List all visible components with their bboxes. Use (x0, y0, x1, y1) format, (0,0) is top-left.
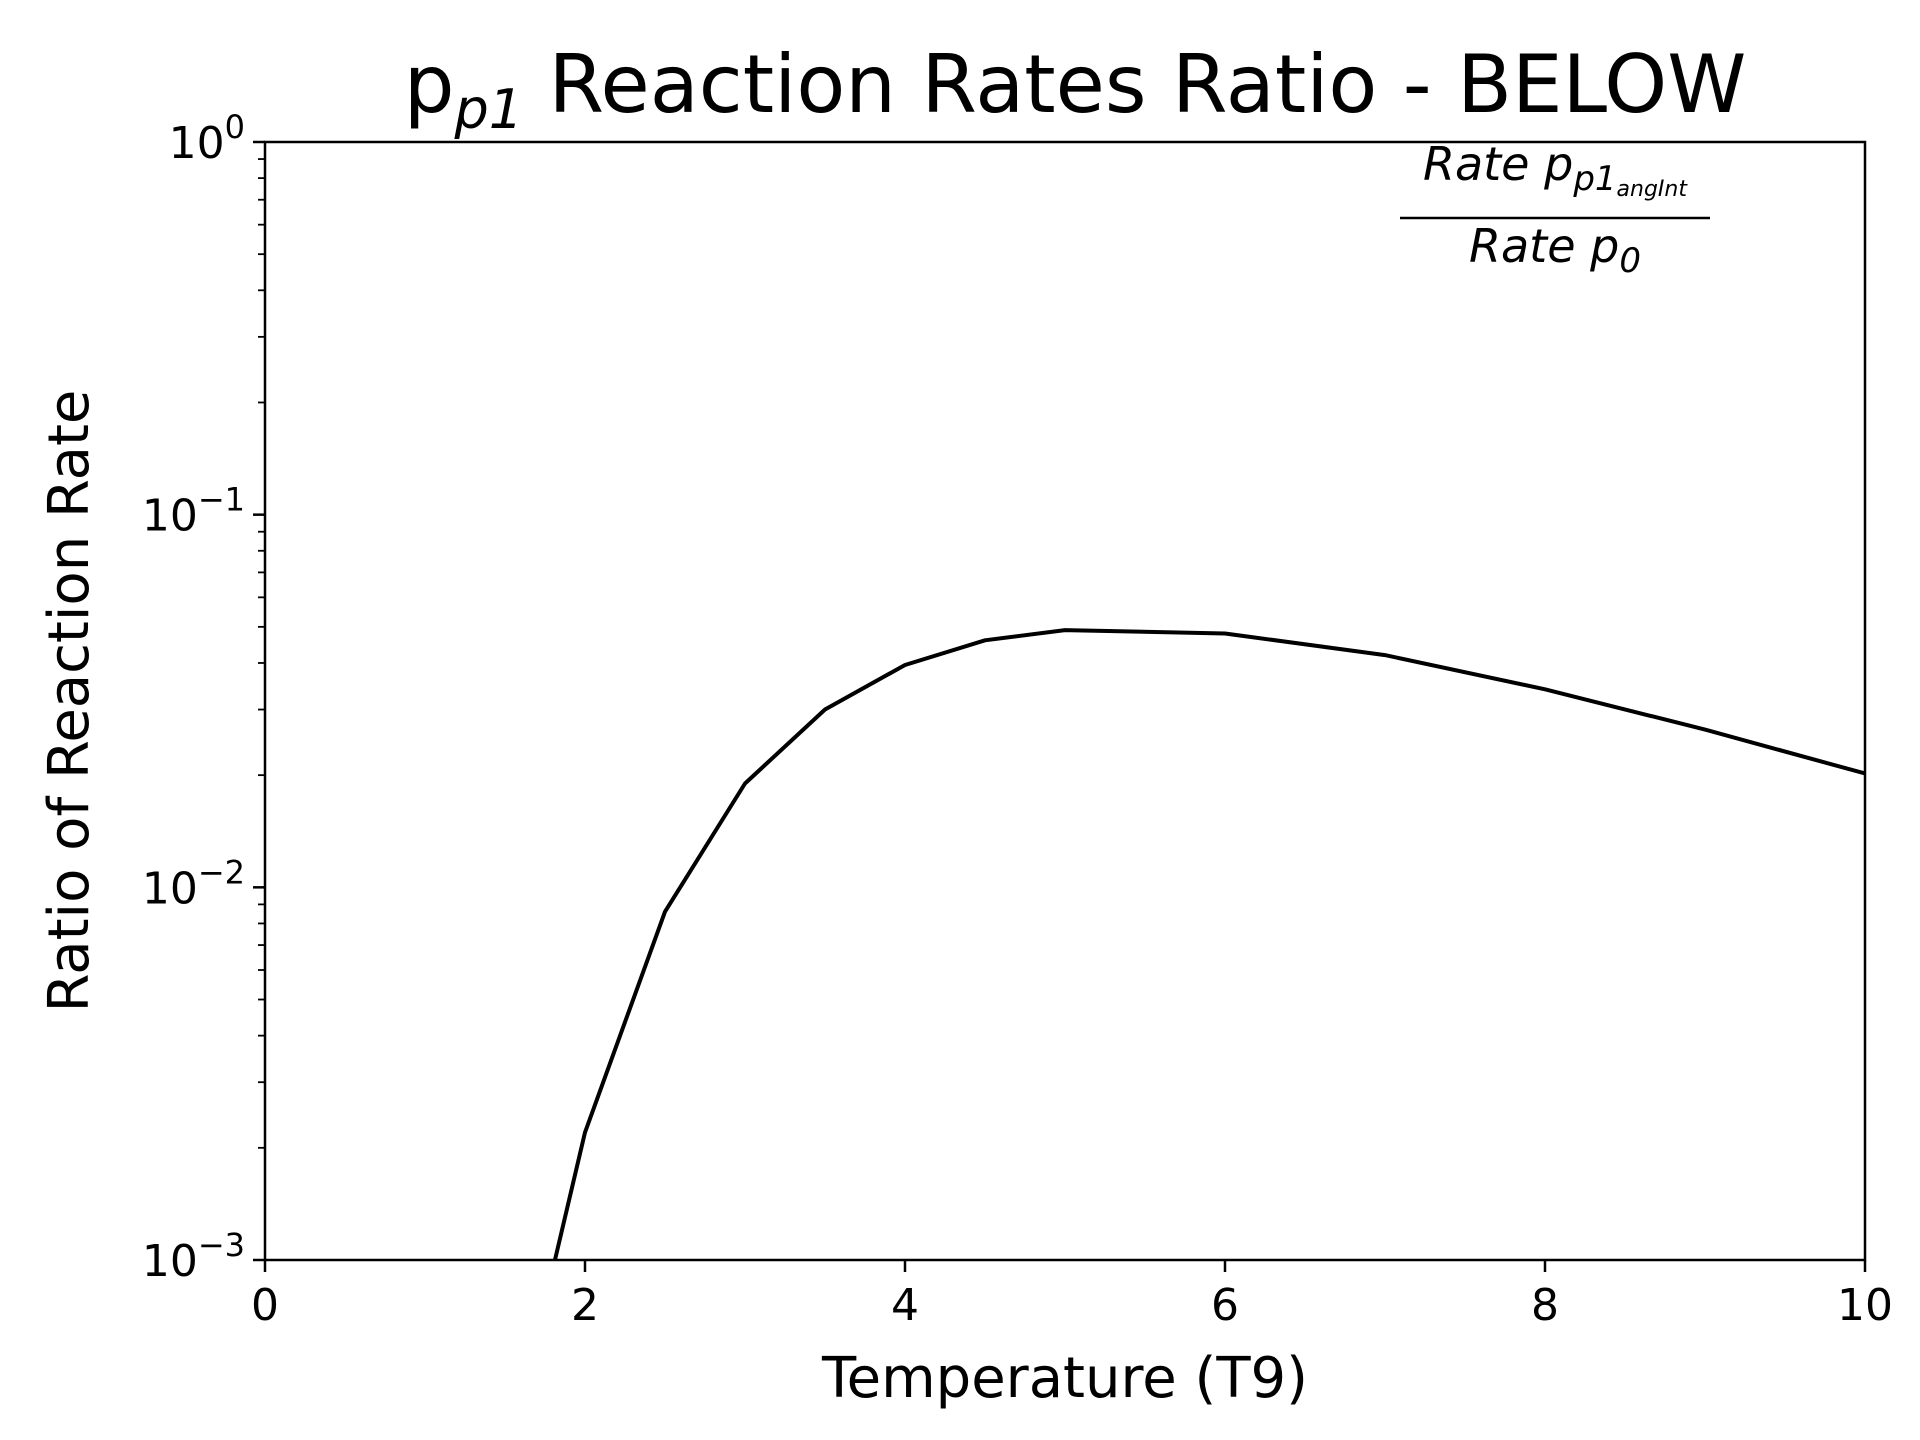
series-line (552, 628, 1865, 1260)
x-tick-label: 10 (1837, 1280, 1893, 1331)
annotation-numerator: Rate pp1angInt (1423, 137, 1688, 202)
x-axis-label: Temperature (T9) (821, 1346, 1308, 1411)
y-axis-label: Ratio of Reaction Rate (37, 390, 102, 1013)
x-tick-label: 0 (251, 1280, 279, 1331)
y-axis: 100 10−1 10−2 10−3 (142, 108, 265, 1287)
series-group (552, 628, 1865, 1260)
y-tick-label: 10−1 (142, 481, 245, 542)
y-tick-label: 10−2 (142, 853, 245, 914)
annotation-denominator: Rate p0 (1469, 219, 1641, 281)
x-axis: 0 2 4 6 8 10 (251, 1260, 1893, 1331)
plot-frame (263, 140, 1867, 1262)
chart-title: pp1 Reaction Rates Ratio - BELOW (404, 38, 1747, 141)
x-tick-label: 8 (1531, 1280, 1559, 1331)
rate-ratio-annotation: Rate pp1angInt Rate p0 (1400, 137, 1710, 281)
y-tick-label: 10−3 (142, 1226, 245, 1287)
x-tick-label: 2 (571, 1280, 599, 1331)
y-tick-label: 100 (169, 108, 245, 169)
x-tick-label: 4 (891, 1280, 919, 1331)
chart-title-text: pp1 Reaction Rates Ratio - BELOW (404, 38, 1747, 141)
x-tick-label: 6 (1211, 1280, 1239, 1331)
